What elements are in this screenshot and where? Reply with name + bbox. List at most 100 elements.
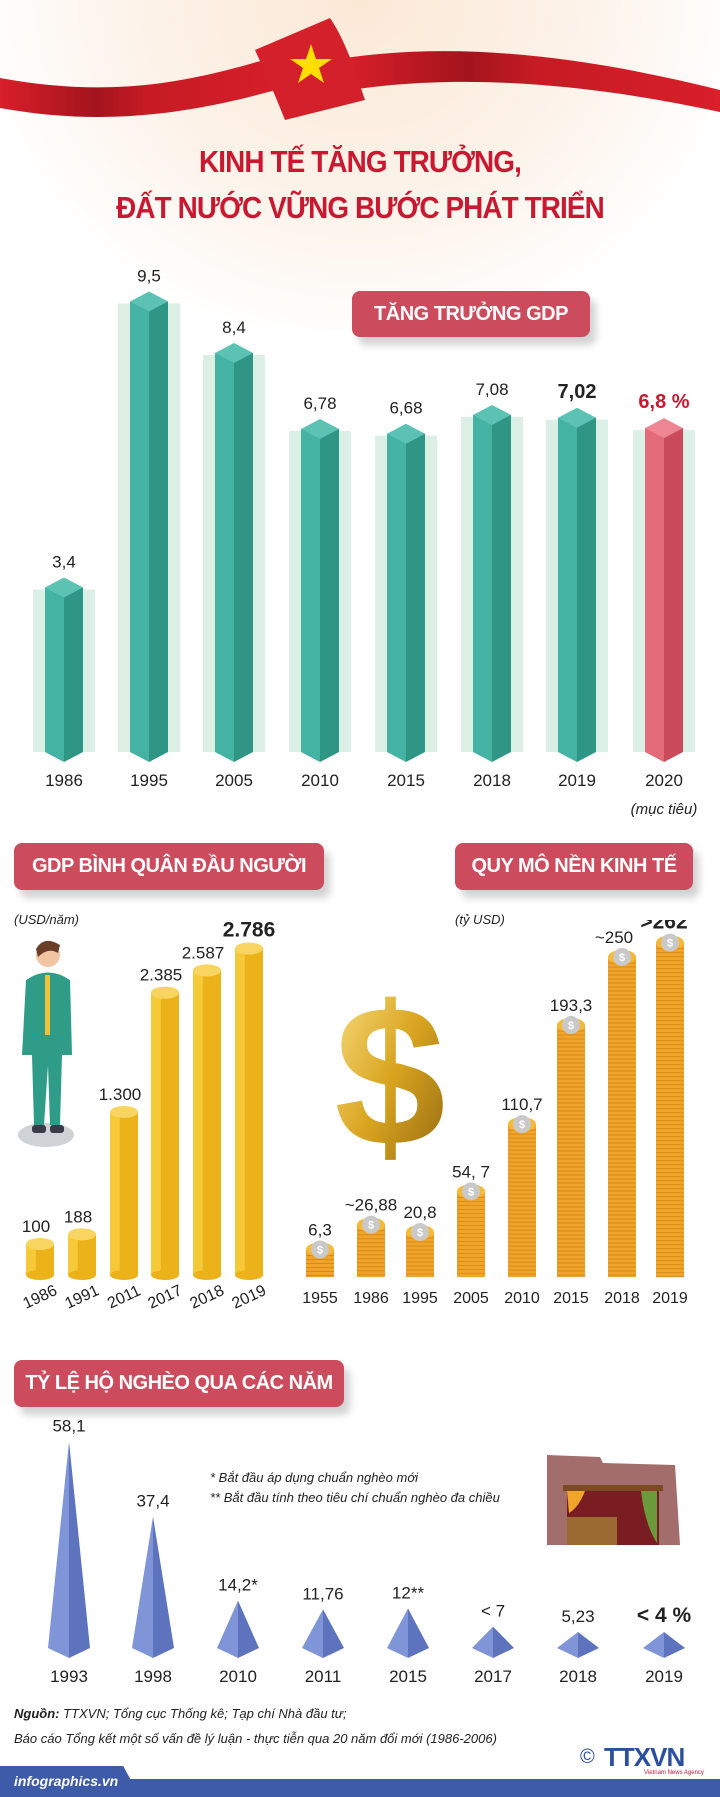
pyramid-left-face: [132, 1516, 153, 1658]
gold-bar-highlight: [26, 1244, 36, 1275]
year-label: 2011: [305, 1667, 342, 1686]
year-label: 2018: [559, 1667, 597, 1686]
gold-bar-top: [110, 1106, 138, 1118]
year-label: 2019: [229, 1282, 269, 1312]
logo-subtext: Vietnam News Agency: [644, 1770, 704, 1776]
bar-value-label: ~26,88: [345, 1196, 397, 1215]
year-label: 1986: [45, 771, 83, 790]
bar-value-label: 100: [22, 1217, 50, 1236]
poor-house-icon: [547, 1455, 680, 1545]
svg-text:$: $: [334, 970, 445, 1180]
pyramid-left-face: [557, 1632, 578, 1658]
site-link[interactable]: infographics.vn: [0, 1766, 140, 1797]
bar-left-face: [387, 433, 406, 762]
pyramid-left-face: [48, 1441, 69, 1658]
bar-value-label: 20,8: [403, 1203, 436, 1222]
coin-stack: [457, 1191, 485, 1277]
coin-dollar-icon: $: [519, 1119, 525, 1131]
pyramid-right-face: [578, 1632, 599, 1658]
year-label: 2018: [187, 1282, 227, 1312]
year-label: 2017: [145, 1282, 185, 1312]
year-label: 2010: [219, 1667, 257, 1686]
pyramid-value-label: 58,1: [52, 1420, 85, 1436]
year-label: 1955: [302, 1290, 338, 1307]
source-label: Nguồn:: [14, 1706, 60, 1721]
pyramid-left-face: [302, 1609, 323, 1658]
gdp-per-capita-unit: (USD/năm): [14, 912, 80, 927]
bar-top: [301, 419, 339, 440]
vietnam-flag-icon: [255, 18, 365, 120]
coin-dollar-icon: $: [417, 1227, 423, 1239]
coin-face: [462, 1182, 480, 1201]
economy-size-chart: $6,3 1955 $ ~26,88 1986 $20,8 1995 $54, 7 2005 $1…: [302, 920, 688, 1307]
bar-value-label: 7,02: [558, 381, 597, 403]
bar-value-label: 6,78: [303, 394, 336, 413]
copyright-icon: ©: [580, 1746, 595, 1768]
pyramid-right-face: [664, 1632, 685, 1658]
bar-top: [473, 404, 511, 425]
source-line-1: Nguồn: TTXVN; Tổng cục Thống kê; Tạp chí…: [14, 1706, 347, 1721]
gold-bar-bottom: [235, 1270, 263, 1280]
gold-bar-top: [26, 1238, 54, 1250]
bar-top: [558, 407, 596, 428]
economy-size-heading: QUY MÔ NỀN KINH TẾ: [455, 843, 693, 890]
bar-left-face: [215, 353, 234, 762]
bar-value-label: 7,08: [475, 380, 508, 399]
bar-value-label: ~250: [595, 928, 633, 947]
year-label: 2020: [645, 771, 683, 790]
bar-right-face: [406, 433, 425, 762]
pyramid-right-face: [153, 1516, 174, 1658]
coin-stack: [508, 1124, 536, 1277]
bar-left-face: [45, 587, 64, 762]
dollar-sign-icon: $: [334, 970, 445, 1180]
gold-bar-bottom: [151, 1270, 179, 1280]
bar-right-face: [234, 353, 253, 762]
bar-value-label: 3,4: [52, 553, 76, 572]
gold-bar-top: [68, 1228, 96, 1241]
source-line-2: Báo cáo Tổng kết một số vấn đề lý luận -…: [14, 1731, 497, 1746]
target-note: (mục tiêu): [631, 801, 698, 818]
coin-stack: [656, 942, 684, 1277]
pyramid-value-label: 11,76: [302, 1584, 343, 1603]
bar-top: [645, 418, 683, 439]
bar-left-face: [473, 414, 492, 762]
pyramid-value-label: 37,4: [136, 1492, 169, 1511]
poverty-rate-chart: 58,1 1993 37,4 1998 14,2* 2010 11,76 2011 12** 20…: [48, 1420, 692, 1686]
pyramid-left-face: [217, 1600, 238, 1658]
bar-value-label: 2.786: [223, 920, 276, 942]
year-label: 2015: [389, 1667, 427, 1686]
pyramid-value-label: 14,2*: [218, 1576, 258, 1595]
bar-value-label: 9,5: [137, 266, 161, 285]
pyramid-right-face: [69, 1441, 90, 1658]
coin-face: [613, 948, 631, 966]
pyramid-value-label: < 4 %: [637, 1604, 692, 1627]
year-label: 1998: [134, 1667, 172, 1686]
bar-value-label: 8,4: [222, 318, 246, 337]
bar-top: [45, 577, 83, 598]
gold-bar-highlight: [151, 992, 161, 1275]
year-label: 1995: [130, 771, 168, 790]
pyramid-value-label: < 7: [481, 1602, 505, 1621]
coin-dollar-icon: $: [568, 1020, 574, 1032]
gold-bar-bottom: [68, 1270, 96, 1280]
page-title-line2: ĐẤT NƯỚC VỮNG BƯỚC PHÁT TRIỂN: [116, 190, 605, 225]
pyramid-right-face: [238, 1600, 259, 1658]
logo-text: TTXVN: [604, 1742, 685, 1772]
poverty-note-1: * Bắt đầu áp dụng chuẩn nghèo mới: [210, 1470, 419, 1485]
bar-value-label: 6,8 %: [638, 391, 689, 413]
header-background: [0, 0, 720, 330]
coin-face: [311, 1240, 329, 1259]
bar-value-label: 188: [64, 1207, 92, 1226]
coin-dollar-icon: $: [468, 1186, 474, 1198]
bar-value-label: 6,68: [389, 399, 422, 418]
bar-value-label: 6,3: [308, 1220, 332, 1239]
year-label: 1991: [62, 1282, 102, 1312]
bar-value-label: 2.385: [140, 966, 183, 985]
year-label: 1986: [20, 1282, 60, 1312]
coin-face: [661, 933, 679, 952]
year-label: 2015: [553, 1290, 589, 1307]
coin-dollar-icon: $: [667, 938, 673, 950]
bar-value-label: 2.587: [182, 943, 225, 962]
bar-right-face: [149, 301, 168, 762]
ttxvn-logo: © TTXVN Vietnam News Agency: [580, 1742, 710, 1778]
